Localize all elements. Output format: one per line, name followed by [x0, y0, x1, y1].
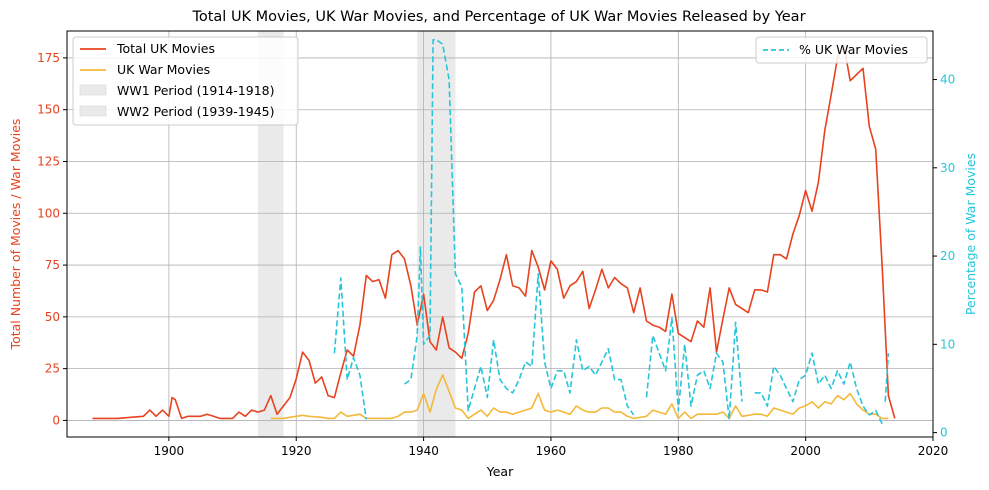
x-tick-label-1960: 1960: [536, 444, 567, 458]
x-axis: 1900 1920 1940 1960 1980 2000 2020: [154, 437, 949, 458]
series-line-pct-war-movies-seg-3: [754, 352, 883, 425]
x-tick-label-1920: 1920: [281, 444, 312, 458]
left-tick-label-50: 50: [45, 310, 60, 324]
legend-label-ww1: WW1 Period (1914-1918): [117, 83, 274, 98]
x-tick-label-1940: 1940: [408, 444, 439, 458]
chart-title: Total UK Movies, UK War Movies, and Perc…: [191, 9, 805, 25]
legend-right: % UK War Movies: [755, 36, 928, 64]
legend-label-total: Total UK Movies: [116, 41, 215, 56]
legend-swatch-ww2: [79, 105, 107, 117]
x-tick-label-2020: 2020: [918, 444, 949, 458]
right-tick-label-20: 20: [940, 249, 955, 263]
x-axis-label: Year: [486, 464, 514, 479]
left-tick-label-25: 25: [45, 362, 60, 376]
right-y-axis: 0 10 20 30 40: [933, 73, 955, 440]
left-tick-label-75: 75: [45, 258, 60, 272]
legend-right-box: [755, 36, 928, 64]
legend-swatch-ww1: [79, 84, 107, 96]
series-line-uk-war-movies: [270, 374, 889, 420]
series-lines: [92, 38, 896, 425]
right-tick-label-40: 40: [940, 73, 955, 87]
right-tick-label-30: 30: [940, 161, 955, 175]
left-y-axis-label: Total Number of Movies / War Movies: [8, 119, 23, 351]
legend-left: Total UK Movies UK War Movies WW1 Period…: [72, 36, 299, 126]
series-line-pct-war-movies-seg-1: [404, 38, 635, 416]
legend-label-war: UK War Movies: [117, 62, 210, 77]
left-tick-label-150: 150: [37, 103, 60, 117]
x-tick-label-1900: 1900: [154, 444, 185, 458]
series-line-pct-war-movies-seg-4: [884, 353, 890, 402]
legend-left-box: [72, 36, 299, 126]
plot-frame: [66, 30, 934, 438]
legend-label-ww2: WW2 Period (1939-1945): [117, 104, 274, 119]
x-tick-label-2000: 2000: [790, 444, 821, 458]
legend-label-pct: % UK War Movies: [799, 42, 908, 57]
left-tick-label-100: 100: [37, 206, 60, 220]
left-tick-label-175: 175: [37, 51, 60, 65]
left-tick-label-0: 0: [52, 413, 60, 427]
right-y-axis-label: Percentage of War Movies: [963, 153, 978, 315]
series-line-total-uk-movies: [92, 44, 896, 420]
right-tick-label-0: 0: [940, 426, 948, 440]
left-y-axis: 0 25 50 75 100 125 150 175: [37, 51, 67, 427]
right-tick-label-10: 10: [940, 337, 955, 351]
x-tick-label-1980: 1980: [663, 444, 694, 458]
series-line-pct-war-movies-seg-0: [333, 277, 368, 420]
left-tick-label-125: 125: [37, 155, 60, 169]
series-line-pct-war-movies-seg-2: [645, 316, 743, 421]
